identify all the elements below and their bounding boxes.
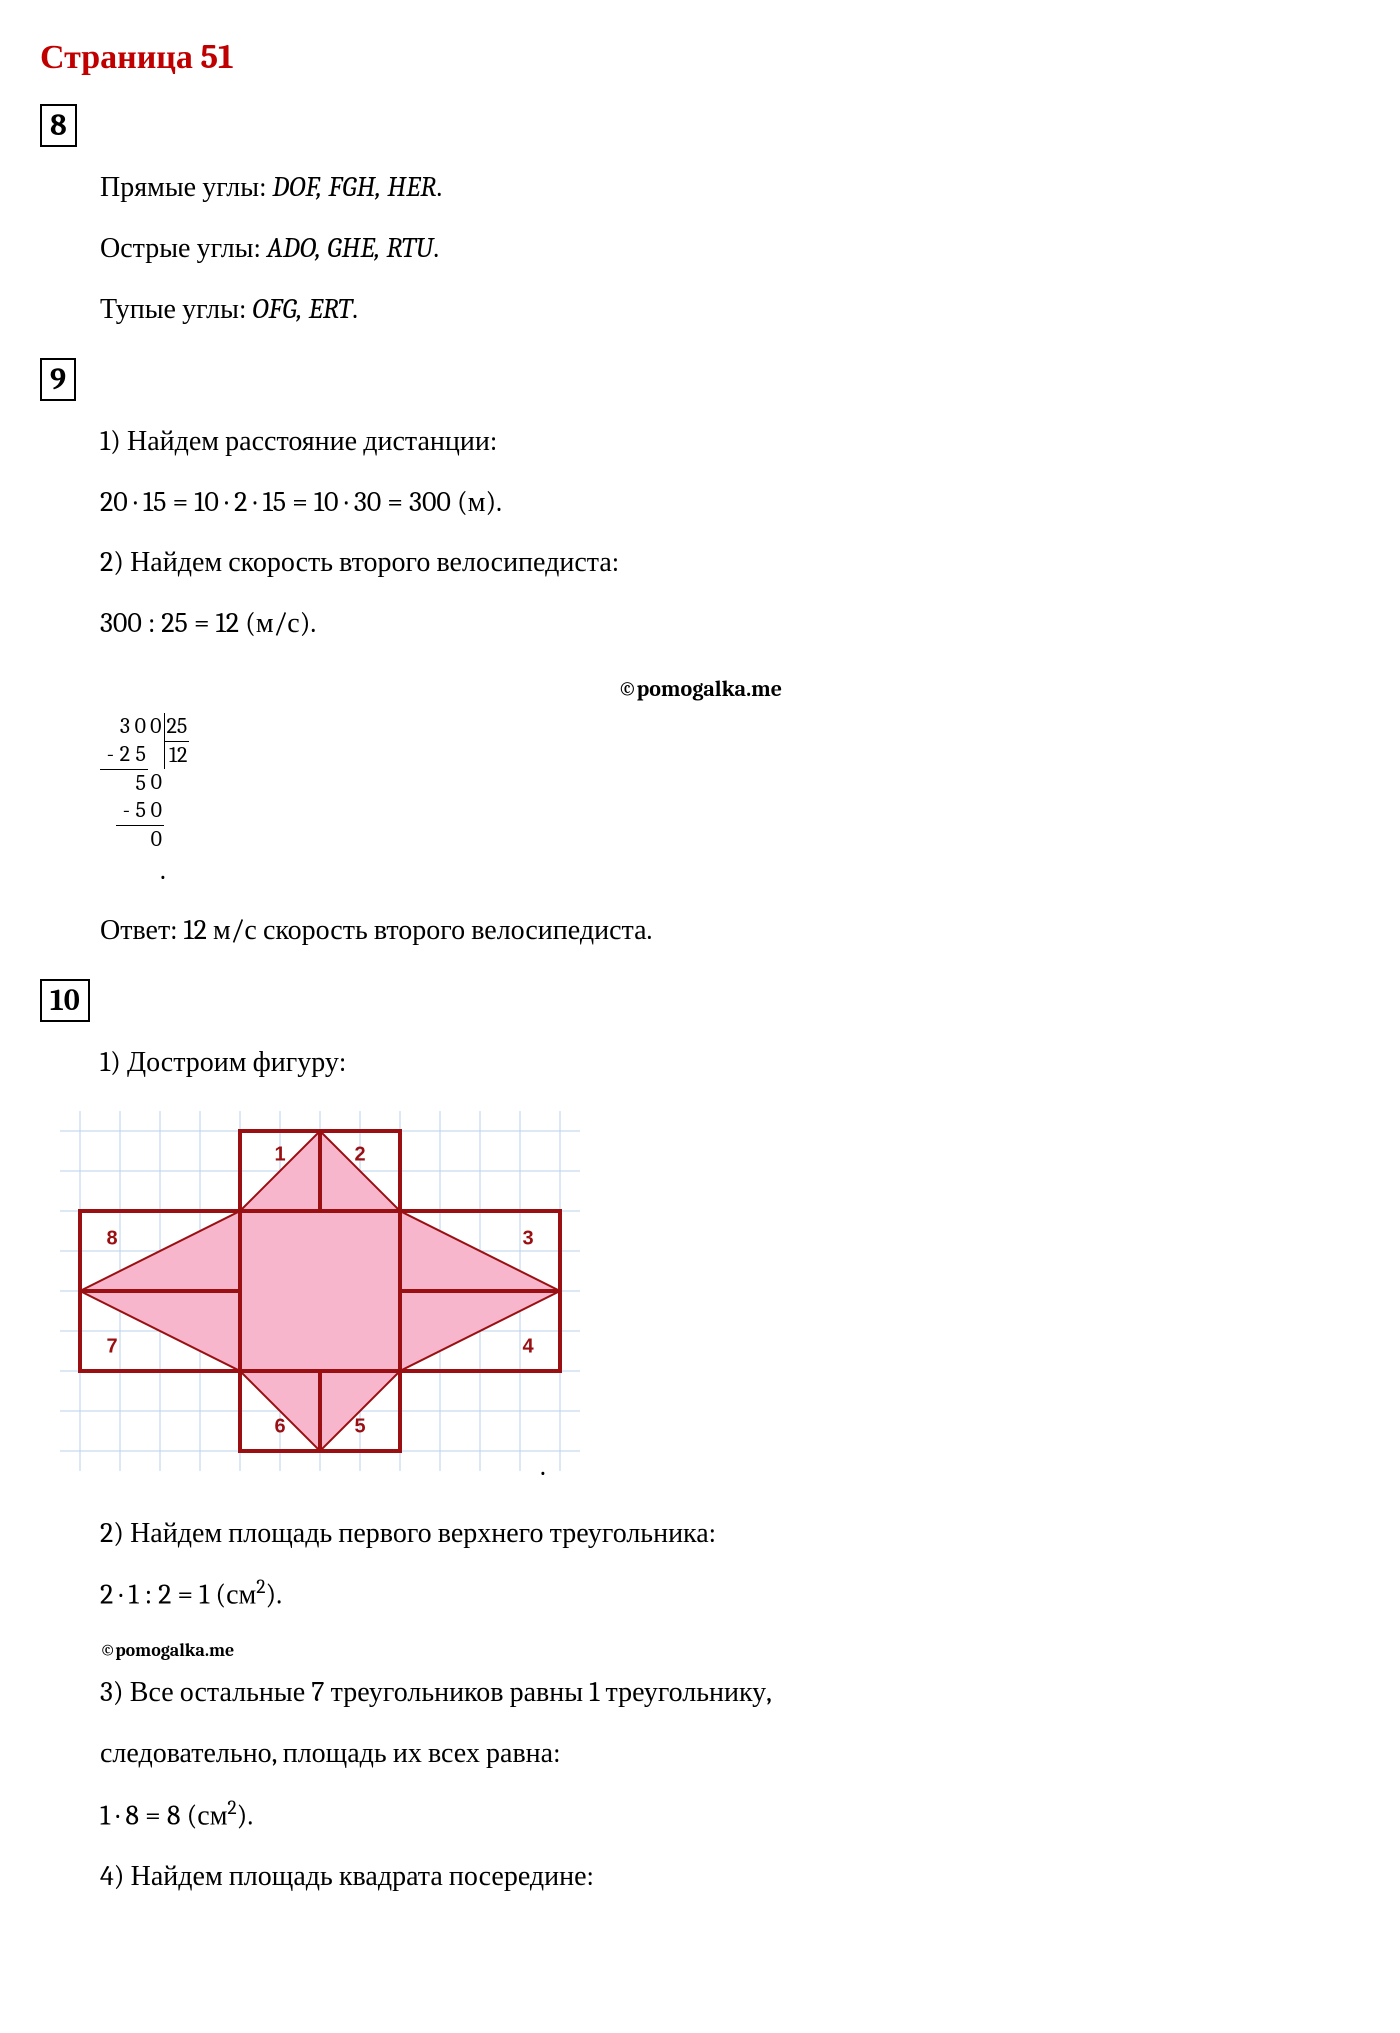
ld-s2: 5	[132, 741, 148, 769]
text-line: 4) Найдем площадь квадрата посередине:	[100, 1854, 1360, 1899]
problem-number-9: 9	[40, 358, 76, 401]
page-title: Страница 51	[40, 30, 1360, 84]
ld-s1: 2	[116, 741, 132, 769]
svg-text:2: 2	[354, 1143, 365, 1165]
ld-rem: 0	[148, 825, 164, 853]
long-division: 3 0 0 25 - 2 5 12 5 0 - 5	[40, 713, 1360, 888]
ld-r1b: 0	[148, 769, 164, 797]
period: .	[433, 232, 439, 264]
problem-10: 10 1) Достроим фигуру: 1 2 3 4 5 6 7 8 . 2) Най…	[40, 979, 1360, 1899]
problem-9: 9 1) Найдем расстояние дистанции: 20 · 1…	[40, 358, 1360, 953]
ld-d2: 0	[132, 713, 148, 741]
text-line: 1) Найдем расстояние дистанции:	[100, 419, 1360, 464]
svg-text:6: 6	[274, 1415, 285, 1437]
label: Острые углы:	[100, 232, 261, 264]
ld-s3: 5	[132, 797, 148, 825]
text-line: Прямые углы: DOF, FGH, HER.	[100, 165, 1360, 210]
ld-minus2: -	[116, 797, 132, 825]
ld-quotient: 12	[164, 741, 189, 769]
svg-text:8: 8	[106, 1227, 117, 1249]
text-line: 2) Найдем скорость второго велосипедиста…	[100, 540, 1360, 585]
ld-minus: -	[100, 741, 116, 769]
ld-s4: 0	[148, 797, 164, 825]
problem-8: 8 Прямые углы: DOF, FGH, HER. Острые угл…	[40, 104, 1360, 331]
equation: 1 · 8 = 8 (см2).	[100, 1792, 1360, 1838]
text-line: 2) Найдем площадь первого верхнего треуг…	[100, 1511, 1360, 1556]
exponent: 2	[256, 1575, 265, 1598]
angle-list: DOF, FGH, HER	[272, 171, 436, 203]
period: .	[436, 171, 442, 203]
angle-list: OFG, ERT	[252, 293, 352, 325]
ld-r1a: 5	[132, 769, 148, 797]
eq-pre: 1 · 8 = 8 (см	[100, 1799, 227, 1831]
answer-line: Ответ: 12 м/с скорость второго велосипед…	[100, 908, 1360, 953]
problem-number-8: 8	[40, 104, 77, 147]
eq-post: ).	[266, 1579, 282, 1611]
angle-list: ADO, GHE, RTU	[267, 232, 433, 264]
ld-d3: 0	[148, 713, 164, 741]
text-line: 3) Все остальные 7 треугольников равны 1…	[100, 1670, 1360, 1715]
svg-text:1: 1	[274, 1143, 285, 1165]
label: Тупые углы:	[100, 293, 246, 325]
svg-text:3: 3	[522, 1227, 533, 1249]
star-cross-svg: 1 2 3 4 5 6 7 8	[60, 1111, 580, 1471]
text-line: Тупые углы: OFG, ERT.	[100, 287, 1360, 332]
watermark: ©pomogalka.me	[40, 672, 1360, 707]
period: .	[352, 293, 358, 325]
text-line: Острые углы: ADO, GHE, RTU.	[100, 226, 1360, 271]
watermark: ©pomogalka.me	[40, 1637, 1360, 1666]
label: Прямые углы:	[100, 171, 266, 203]
text-line: следовательно, площадь их всех равна:	[100, 1731, 1360, 1776]
svg-text:5: 5	[354, 1415, 365, 1437]
ld-d1: 3	[116, 713, 132, 741]
equation: 20 · 15 = 10 · 2 · 15 = 10 · 30 = 300 (м…	[100, 480, 1360, 525]
problem-number-10: 10	[40, 979, 90, 1022]
eq-pre: 2 · 1 : 2 = 1 (см	[100, 1579, 256, 1611]
text-line: 1) Достроим фигуру:	[100, 1040, 1360, 1085]
svg-text:7: 7	[106, 1335, 117, 1357]
ld-divisor: 25	[164, 713, 189, 741]
period: .	[100, 854, 166, 886]
period: .	[540, 1444, 546, 1489]
equation: 300 : 25 = 12 (м/с).	[100, 601, 1360, 646]
eq-post: ).	[237, 1799, 253, 1831]
figure-star-cross: 12345678 .	[40, 1111, 1360, 1485]
exponent: 2	[227, 1796, 236, 1819]
equation: 2 · 1 : 2 = 1 (см2).	[100, 1571, 1360, 1617]
svg-text:4: 4	[522, 1335, 534, 1357]
